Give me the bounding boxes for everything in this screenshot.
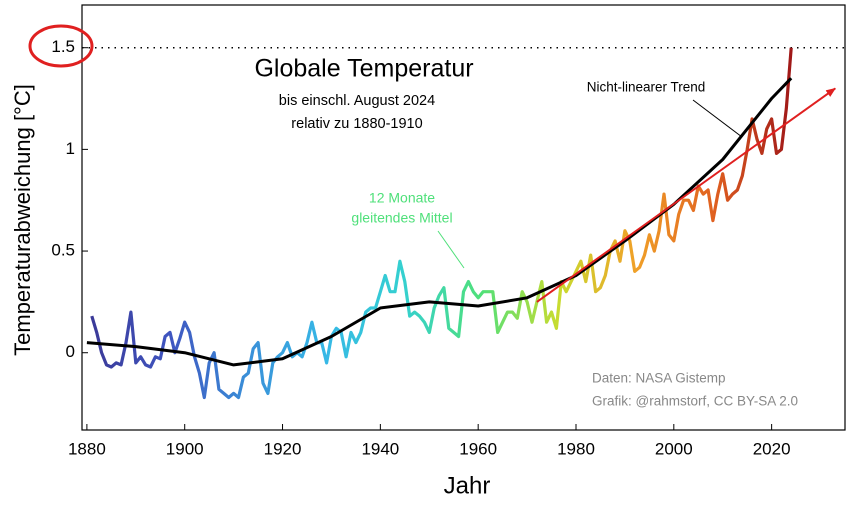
running-mean-line xyxy=(90,47,793,400)
subtitle: bis einschl. August 2024 xyxy=(279,93,435,109)
y-tick-label: 1.5 xyxy=(51,37,75,56)
annotation: gleitendes Mittel xyxy=(351,210,452,226)
x-tick-label: 2000 xyxy=(655,439,693,458)
source: Grafik: @rahmstorf, CC BY-SA 2.0 xyxy=(592,394,798,409)
x-tick-label: 1980 xyxy=(557,439,595,458)
source: Daten: NASA Gistemp xyxy=(592,371,726,386)
y-axis-title: Temperaturabweichung [°C] xyxy=(10,84,35,356)
highlight-ellipse xyxy=(28,24,94,68)
subtitle: relativ zu 1880-1910 xyxy=(291,116,422,132)
x-tick-label: 1920 xyxy=(264,439,302,458)
plot-frame xyxy=(81,4,846,431)
nonlinear-trend-line xyxy=(86,77,793,367)
annotation: 12 Monate xyxy=(369,190,435,206)
linear-trend-arrow xyxy=(536,87,837,303)
x-tick-label: 2020 xyxy=(753,439,791,458)
annotation-leader xyxy=(692,99,743,138)
chart-title: Globale Temperatur xyxy=(254,55,473,83)
annotation-leader xyxy=(437,230,465,269)
y-tick-label: 1 xyxy=(66,139,75,158)
x-tick-label: 1900 xyxy=(166,439,204,458)
annotation: Nicht-linearer Trend xyxy=(587,80,706,95)
x-axis-title: Jahr xyxy=(444,472,491,499)
x-tick-label: 1960 xyxy=(459,439,497,458)
y-tick-label: 0.5 xyxy=(51,241,75,260)
y-tick-label: 0 xyxy=(66,342,75,361)
x-tick-label: 1940 xyxy=(361,439,399,458)
x-tick-label: 1880 xyxy=(68,439,106,458)
